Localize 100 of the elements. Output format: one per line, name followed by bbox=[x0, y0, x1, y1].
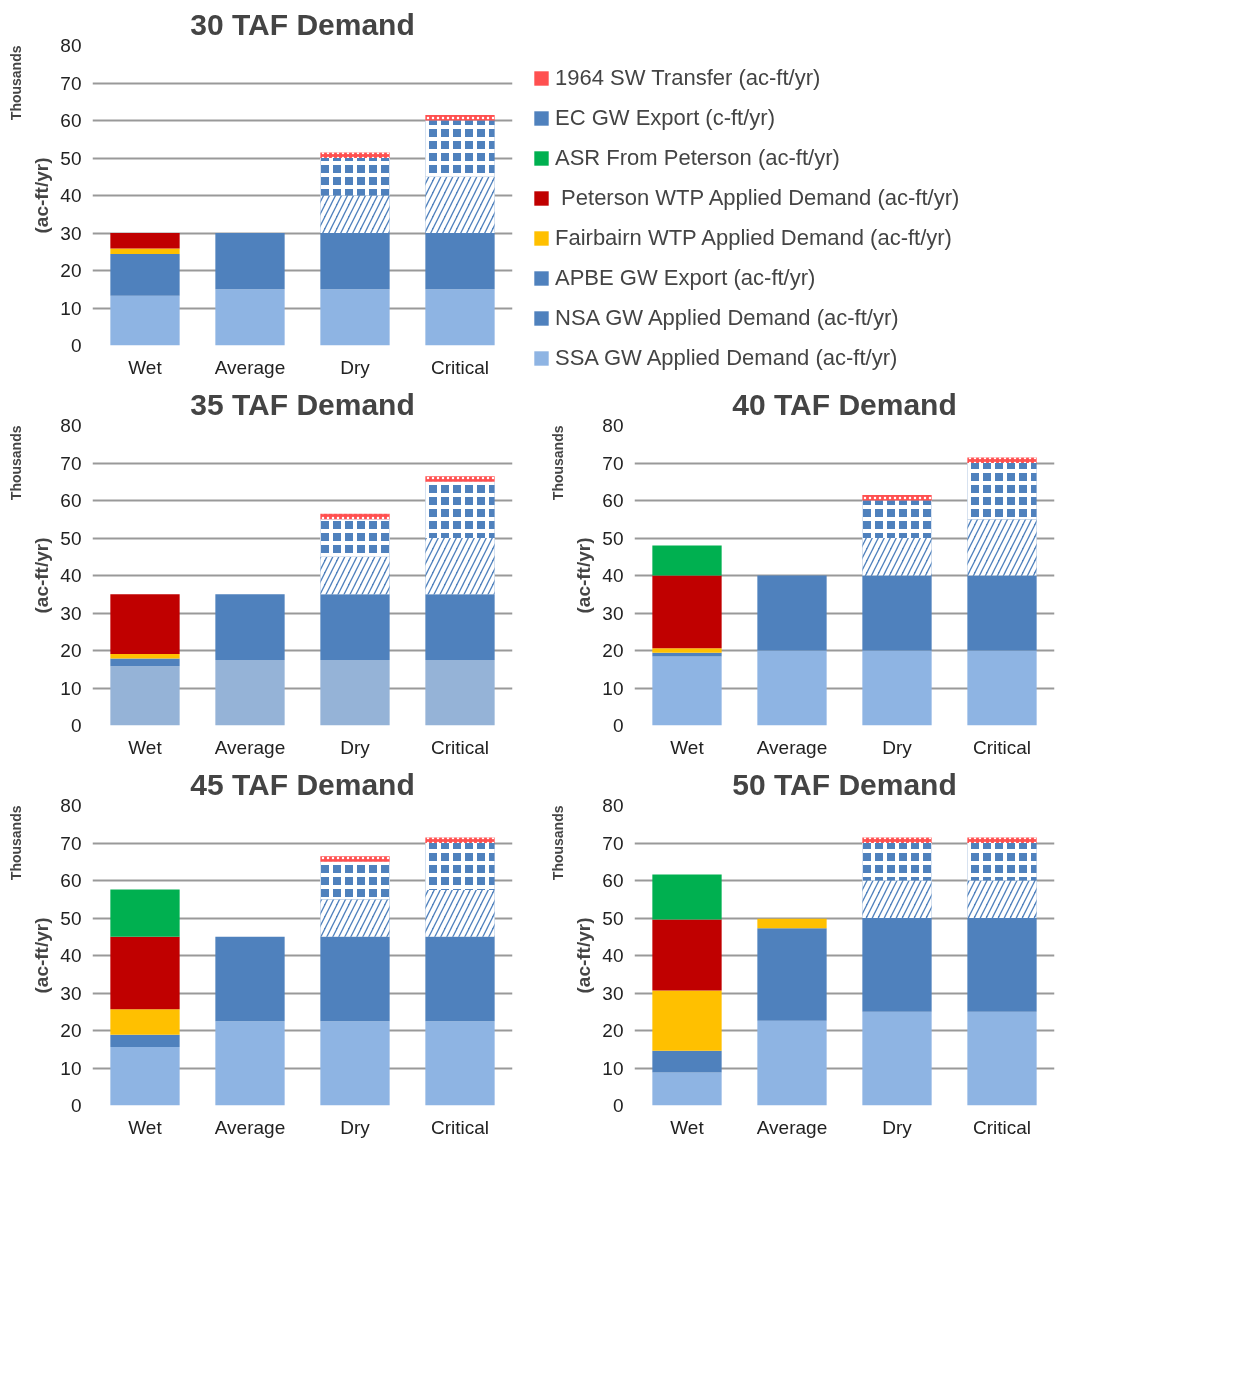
x-tick-label: Wet bbox=[670, 1116, 705, 1138]
x-tick-label: Dry bbox=[340, 356, 371, 378]
bar bbox=[215, 233, 285, 290]
bar bbox=[215, 594, 285, 660]
bar bbox=[652, 545, 722, 576]
bar bbox=[425, 936, 495, 1022]
bar bbox=[425, 233, 495, 290]
bar bbox=[110, 248, 180, 254]
bar bbox=[110, 254, 180, 296]
bar bbox=[652, 648, 722, 653]
y-tick-label: 70 bbox=[602, 832, 624, 854]
bar bbox=[110, 658, 180, 667]
bar bbox=[967, 918, 1037, 1012]
y-axis-title: (ac-ft/yr) bbox=[31, 917, 53, 994]
y-tick-label: 50 bbox=[602, 527, 624, 549]
y-tick-label: 60 bbox=[60, 110, 82, 131]
y-tick-label: 20 bbox=[60, 1020, 82, 1041]
y-tick-label: 20 bbox=[602, 1020, 624, 1041]
y-axis-title: (ac-ft/yr) bbox=[31, 537, 53, 614]
x-tick-label: Critical bbox=[430, 736, 490, 758]
bar bbox=[320, 936, 390, 1022]
x-tick-label: Dry bbox=[340, 1116, 371, 1138]
y-tick-label: 20 bbox=[60, 640, 82, 661]
bar bbox=[110, 1009, 180, 1035]
bar bbox=[757, 928, 827, 1021]
y-tick-label: 70 bbox=[602, 452, 624, 474]
bar bbox=[425, 1021, 495, 1106]
x-tick-label: Dry bbox=[340, 736, 371, 758]
legend-label: 1964 SW Transfer (ac-ft/yr) bbox=[555, 65, 821, 91]
bar bbox=[320, 594, 390, 660]
y-tick-label: 70 bbox=[60, 452, 82, 474]
y-tick-label: 10 bbox=[602, 677, 624, 699]
bar bbox=[320, 1021, 390, 1106]
bar bbox=[110, 594, 180, 654]
y-tick-label: 0 bbox=[612, 1095, 624, 1116]
y-tick-label: 0 bbox=[612, 715, 624, 736]
bar bbox=[320, 659, 390, 726]
bar bbox=[652, 656, 722, 726]
chart-title: 30 TAF Demand bbox=[190, 7, 415, 41]
legend-label: Peterson WTP Applied Demand (ac-ft/yr) bbox=[560, 185, 960, 211]
bar bbox=[652, 652, 722, 657]
bar bbox=[110, 1047, 180, 1106]
text: Thousands bbox=[549, 805, 566, 881]
bar bbox=[110, 666, 180, 726]
y-tick-label: 30 bbox=[60, 982, 82, 1004]
bar bbox=[425, 594, 495, 660]
y-tick-label: 60 bbox=[60, 490, 82, 511]
bar bbox=[215, 1021, 285, 1106]
bar bbox=[652, 874, 722, 920]
chart-title: 40 TAF Demand bbox=[732, 387, 957, 421]
x-tick-label: Average bbox=[214, 1116, 286, 1138]
y-tick-label: 20 bbox=[602, 640, 624, 661]
legend-label: ASR From Peterson (ac-ft/yr) bbox=[555, 145, 840, 171]
y-tick-label: 80 bbox=[60, 795, 82, 816]
y-axis-title: (ac-ft/yr) bbox=[573, 537, 595, 614]
text: Thousands bbox=[7, 45, 24, 121]
y-tick-label: 40 bbox=[60, 185, 82, 206]
chart-title: 35 TAF Demand bbox=[190, 387, 415, 421]
bar bbox=[110, 936, 180, 1010]
bar bbox=[110, 1034, 180, 1047]
y-tick-label: 20 bbox=[60, 260, 82, 281]
y-tick-label: 30 bbox=[60, 602, 82, 624]
bar bbox=[757, 1020, 827, 1106]
bar bbox=[110, 889, 180, 937]
y-tick-label: 80 bbox=[60, 35, 82, 56]
bar bbox=[215, 659, 285, 726]
bar bbox=[967, 1011, 1037, 1106]
text: Thousands bbox=[7, 425, 24, 501]
bar bbox=[652, 575, 722, 649]
bar bbox=[425, 659, 495, 726]
y-tick-label: 30 bbox=[60, 222, 82, 244]
bar bbox=[652, 990, 722, 1051]
x-tick-label: Wet bbox=[128, 1116, 163, 1138]
y-tick-label: 70 bbox=[60, 832, 82, 854]
y-tick-label: 40 bbox=[60, 945, 82, 966]
chart-title: 50 TAF Demand bbox=[732, 767, 957, 801]
bar bbox=[320, 233, 390, 290]
bar bbox=[862, 575, 932, 651]
y-axis-title: (ac-ft/yr) bbox=[31, 157, 53, 234]
bar bbox=[967, 650, 1037, 726]
y-tick-label: 0 bbox=[70, 1095, 82, 1116]
y-axis-title: (ac-ft/yr) bbox=[573, 917, 595, 994]
x-tick-label: Critical bbox=[972, 736, 1032, 758]
bar bbox=[652, 919, 722, 991]
x-tick-label: Critical bbox=[430, 356, 490, 378]
bar bbox=[110, 233, 180, 249]
y-tick-label: 40 bbox=[602, 565, 624, 586]
bar bbox=[757, 650, 827, 726]
bar bbox=[862, 1011, 932, 1106]
y-tick-label: 10 bbox=[60, 297, 82, 319]
y-tick-label: 30 bbox=[602, 602, 624, 624]
y-tick-label: 50 bbox=[60, 527, 82, 549]
x-tick-label: Critical bbox=[430, 1116, 490, 1138]
text: Thousands bbox=[7, 805, 24, 881]
bar bbox=[425, 289, 495, 346]
x-tick-label: Wet bbox=[128, 736, 163, 758]
legend-label: APBE GW Export (ac-ft/yr) bbox=[555, 265, 816, 291]
y-tick-label: 10 bbox=[602, 1057, 624, 1079]
y-tick-label: 70 bbox=[60, 72, 82, 94]
y-tick-label: 30 bbox=[602, 982, 624, 1004]
